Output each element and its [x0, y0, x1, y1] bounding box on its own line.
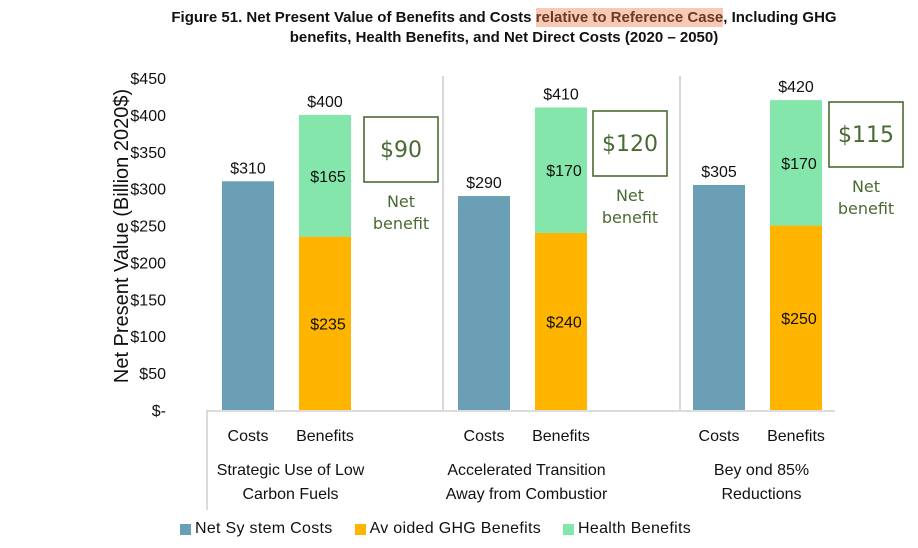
legend-label: Net Sy stem Costs: [195, 520, 333, 537]
y-tick-label: $300: [130, 182, 166, 199]
net-benefit-label: Net: [387, 192, 415, 211]
legend-swatch-avoided-ghg: [354, 523, 366, 535]
legend-label: Av oided GHG Benefits: [369, 520, 542, 537]
group-label: Away from Combustior: [446, 486, 608, 503]
segment-value-label: $165: [310, 169, 346, 186]
y-tick-label: $100: [130, 329, 166, 346]
legend-item-health-benefits: Health Benefits: [563, 520, 691, 538]
chart-title-line-1: Figure 51. Net Present Value of Benefits…: [90, 8, 918, 27]
net-benefit-label: benefit: [602, 208, 658, 227]
bar-segment-avoided-ghg-benefits: [299, 236, 351, 410]
bar-segment-net-system-costs: [693, 184, 745, 410]
group-label: Strategic Use of Low: [217, 462, 365, 479]
net-benefit-label: Net: [616, 186, 644, 205]
y-tick-label: $350: [130, 145, 166, 162]
plot-frame: [206, 76, 835, 510]
group-label: Reductions: [721, 486, 801, 503]
y-tick-label: $50: [139, 366, 166, 383]
bar-segment-net-system-costs: [458, 196, 510, 410]
legend: Net Sy stem Costs Av oided GHG Benefits …: [180, 520, 691, 538]
y-axis-ticks: $- $50 $100 $150 $200 $250 $300 $350 $400 $450: [130, 71, 166, 420]
bar-total-label: $305: [701, 164, 737, 181]
bar-category-label: Costs: [464, 428, 505, 445]
group-label: Accelerated Transition: [447, 462, 605, 479]
bar-segment-avoided-ghg-benefits: [770, 225, 822, 410]
bar-segment-health-benefits: [535, 107, 587, 233]
chart-title-line-2: benefits, Health Benefits, and Net Direc…: [289, 29, 719, 46]
bar-segment-health-benefits: [299, 114, 351, 237]
net-benefit-annotations: $90 Net benefit $120 Net benefit $115 Net benefi…: [363, 101, 904, 233]
bar-category-label: Benefits: [296, 428, 354, 445]
bar-segment-health-benefits: [770, 100, 822, 226]
title-highlight: relative to Reference Case: [535, 8, 724, 27]
bar-total-label: $420: [778, 79, 814, 96]
legend-label: Health Benefits: [578, 520, 692, 537]
net-benefit-label: Net: [852, 177, 880, 196]
legend-item-net-system-costs: Net Sy stem Costs: [180, 520, 333, 538]
segment-value-label: $240: [546, 314, 582, 331]
stacked-bar-chart: Net Present Value (Billion 2020$) $-$50$…: [111, 71, 904, 510]
bar-total-label: $400: [307, 94, 343, 111]
bar-total-label: $290: [466, 175, 502, 192]
y-tick-label: $450: [130, 71, 166, 88]
bar-segment-avoided-ghg-benefits: [535, 232, 587, 410]
y-tick-label: $400: [130, 108, 166, 125]
net-benefit-box: [363, 116, 439, 183]
bar-total-label: $310: [230, 160, 266, 177]
legend-swatch-health-benefits: [563, 523, 575, 535]
segment-value-label: $170: [781, 156, 817, 173]
bar-category-label: Costs: [699, 428, 740, 445]
bar-category-label: Costs: [228, 428, 269, 445]
bar-category-label: Benefits: [532, 428, 590, 445]
segment-value-label: $235: [310, 316, 346, 333]
y-tick-label: $150: [130, 292, 166, 309]
title-suffix: , Including GHG: [723, 9, 837, 26]
bars: [222, 100, 822, 410]
bar-total-label: $410: [543, 87, 579, 104]
y-axis-label: Net Present Value (Billion 2020$): [111, 89, 133, 383]
segment-value-label: $250: [781, 311, 817, 328]
net-benefit-value: $120: [602, 132, 658, 157]
bar-category-label: Benefits: [767, 428, 825, 445]
legend-swatch-net-system-costs: [180, 523, 191, 535]
data-labels: $310 $235 $165 $400 $290 $240 $170 $410 $305 $250…: [230, 79, 817, 333]
y-tick-label: $200: [130, 255, 166, 272]
net-benefit-label: benefit: [838, 199, 894, 218]
net-benefit-label: benefit: [373, 214, 429, 233]
net-benefit-value: $115: [838, 123, 894, 148]
category-labels: Costs Benefits Strategic Use of Low Carbon …: [217, 428, 825, 503]
net-benefit-box: [592, 110, 668, 177]
net-benefit-value: $90: [380, 138, 422, 163]
legend-item-avoided-ghg: Av oided GHG Benefits: [354, 520, 542, 538]
segment-value-label: $170: [546, 163, 582, 180]
group-label: Carbon Fuels: [242, 486, 338, 503]
y-tick-label: $250: [130, 219, 166, 236]
net-benefit-box: [828, 101, 904, 168]
bar-segment-net-system-costs: [222, 181, 274, 410]
title-prefix: Figure 51. Net Present Value of Benefits…: [171, 9, 536, 26]
y-tick-label: $-: [152, 403, 166, 420]
group-label: Bey ond 85%: [714, 462, 809, 479]
